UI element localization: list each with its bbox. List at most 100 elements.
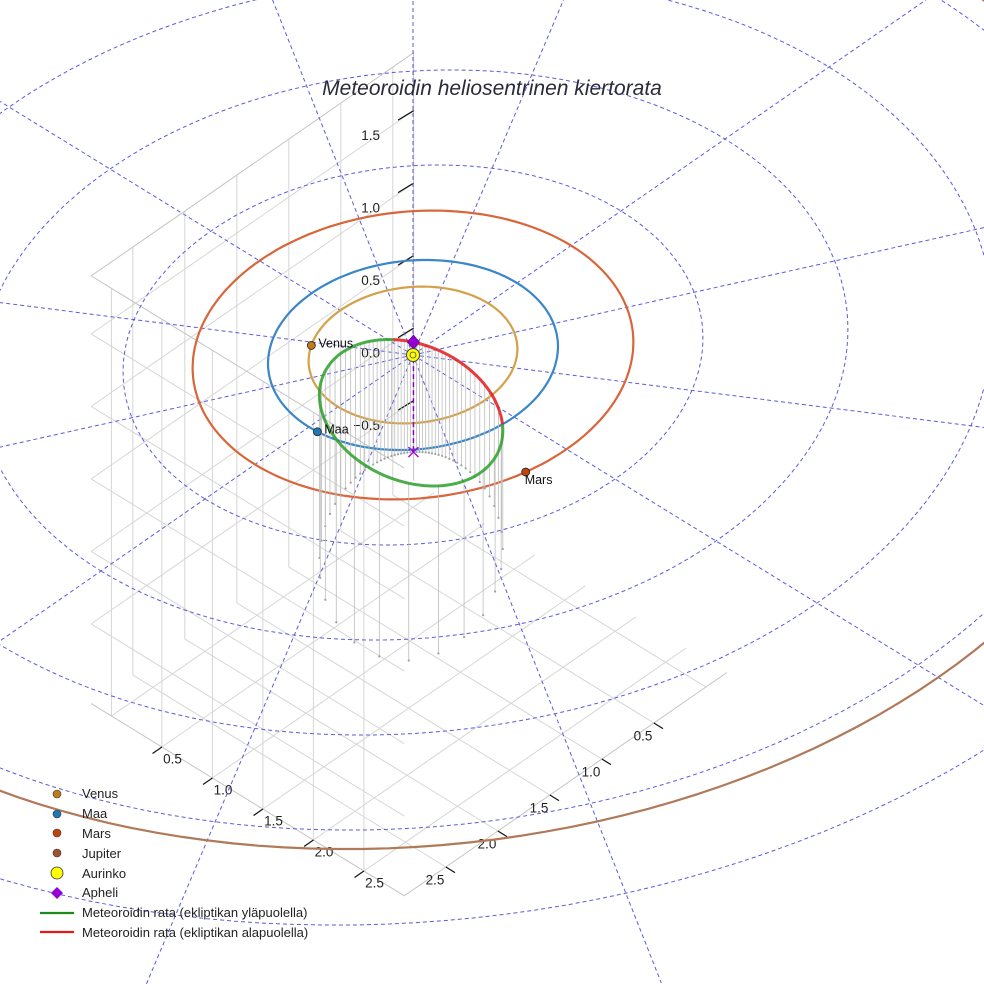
polar-spoke: [0, 354, 414, 448]
projection-point: [427, 451, 430, 454]
projection-point: [403, 451, 406, 455]
x-tick: [445, 866, 456, 874]
legend-symbol: [40, 911, 74, 914]
orbit-segment-below: [413, 340, 504, 425]
polar-circle: [0, 69, 849, 641]
grid-line: [111, 492, 435, 717]
orbit-jupiter: [0, 0, 984, 851]
planet-label: Mars: [525, 473, 553, 487]
legend-symbol: [40, 931, 74, 934]
grid-line: [161, 523, 485, 748]
projection-point: [500, 567, 503, 571]
polar-spoke: [412, 354, 662, 984]
legend-dot: [52, 829, 62, 838]
legend-item: Maa: [40, 804, 308, 824]
projection-point: [376, 461, 379, 464]
y-tick: [202, 777, 213, 786]
axis-grid: [90, 51, 727, 897]
projection-point: [354, 476, 357, 479]
legend-sun: [50, 866, 64, 880]
legend-label: Jupiter: [82, 845, 122, 861]
legend: Venus Maa Mars Jupiter Aurinko Apheli Meteoroi…: [40, 784, 308, 942]
grid-line: [90, 550, 405, 745]
z-tick: [397, 110, 414, 121]
projection-point: [421, 451, 424, 454]
projection-point: [335, 621, 338, 624]
axis-edge: [90, 672, 727, 897]
projection-point: [333, 502, 337, 506]
projection-point: [500, 530, 503, 534]
grid-line: [363, 647, 687, 872]
planet-maa: [313, 427, 322, 437]
projection-point: [409, 451, 412, 454]
y-tick: [253, 808, 264, 817]
projection-point: [448, 457, 451, 460]
polar-spoke: [412, 0, 565, 356]
grid-line: [90, 110, 414, 335]
projection-point: [437, 453, 440, 456]
projection-point: [469, 471, 472, 474]
projection-point: [386, 456, 390, 459]
legend-symbol: [52, 829, 62, 838]
legend-item: Jupiter: [40, 843, 308, 863]
y-tick-label: 2.5: [365, 876, 384, 891]
polar-circle: [0, 0, 984, 831]
projection-point: [344, 487, 347, 490]
projection-point: [418, 450, 421, 454]
legend-item: Apheli: [40, 883, 308, 903]
polar-spoke: [412, 354, 984, 428]
planet-label: Maa: [324, 423, 348, 437]
legend-item: Meteoroidin rata (ekliptikan yläpuolella…: [40, 903, 308, 923]
z-tick: [397, 400, 414, 411]
aphelion-projection-marker: [407, 446, 419, 458]
projection-point: [437, 652, 440, 655]
y-tick-label: 1.0: [214, 783, 233, 798]
y-tick: [152, 746, 163, 755]
projection-point: [359, 472, 362, 475]
legend-symbol: [52, 809, 62, 818]
projection-point: [482, 614, 485, 617]
legend-dot: [52, 809, 62, 818]
projection-point: [393, 454, 396, 457]
legend-label: Venus: [82, 786, 119, 802]
grid-line: [262, 585, 586, 810]
y-tick-label: 1.5: [264, 814, 283, 829]
z-tick: [397, 182, 414, 194]
projection-point: [493, 504, 496, 508]
projection-point: [349, 481, 352, 484]
grid-line: [340, 530, 655, 724]
z-tick-label: 0.0: [361, 346, 380, 361]
legend-item: Meteoroidin rata (ekliptikan alapuolella…: [40, 923, 308, 943]
projection-point: [463, 635, 466, 639]
markers: Venus Maa Mars: [306, 334, 553, 487]
planet-venus: [306, 341, 316, 350]
y-tick: [303, 839, 314, 848]
legend-dot: [52, 848, 62, 858]
aphelion-marker: [406, 334, 420, 350]
projection-point: [320, 539, 323, 542]
projection-point: [379, 459, 382, 462]
projection-point: [396, 453, 400, 456]
projection-point: [444, 456, 447, 459]
y-tick-label: 0.5: [163, 752, 182, 767]
grid-line: [90, 327, 414, 552]
grid-line: [236, 602, 551, 796]
projection-point: [494, 590, 497, 593]
projection-point: [324, 598, 327, 601]
z-tick-label: 0.5: [361, 273, 380, 288]
projection-point: [400, 452, 403, 455]
sun-core: [409, 351, 417, 359]
legend-symbol: [52, 848, 62, 858]
projection-lines: [318, 339, 504, 662]
polar-spoke: [0, 100, 414, 356]
grid-line: [90, 400, 414, 625]
projection-point: [501, 547, 504, 551]
projection-point: [378, 655, 381, 658]
grid-line: [90, 623, 405, 817]
projection-point: [460, 464, 463, 467]
grid-line: [288, 566, 603, 760]
planet-label: Venus: [318, 336, 353, 350]
polar-spoke: [145, 354, 414, 984]
orbit-mars: [191, 209, 635, 501]
projection-point: [434, 452, 437, 456]
